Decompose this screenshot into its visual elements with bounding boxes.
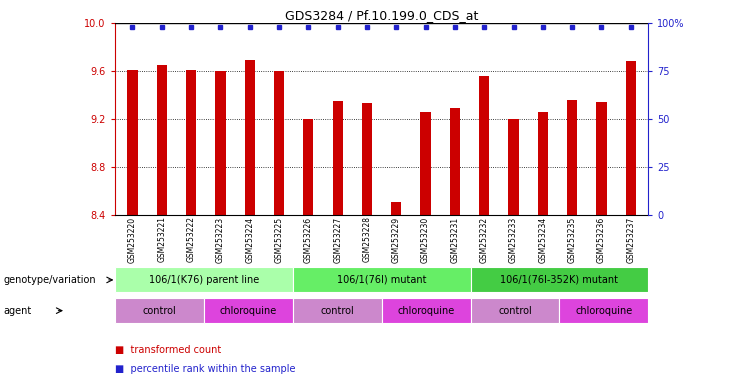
Bar	[293, 298, 382, 323]
Bar	[333, 101, 343, 215]
Bar	[127, 70, 138, 215]
Bar	[293, 268, 471, 292]
Bar	[559, 298, 648, 323]
Bar	[382, 298, 471, 323]
Text: chloroquine: chloroquine	[397, 306, 455, 316]
Text: ■  percentile rank within the sample: ■ percentile rank within the sample	[115, 364, 296, 374]
Text: 106/1(K76) parent line: 106/1(K76) parent line	[149, 275, 259, 285]
Bar	[391, 202, 402, 215]
Text: control: control	[320, 306, 354, 316]
Bar	[156, 65, 167, 215]
Bar	[471, 268, 648, 292]
Bar	[274, 71, 284, 215]
Bar	[597, 102, 607, 215]
Bar	[479, 76, 489, 215]
Text: chloroquine: chloroquine	[575, 306, 633, 316]
Bar	[245, 60, 255, 215]
Bar	[215, 71, 225, 215]
Text: genotype/variation: genotype/variation	[4, 275, 96, 285]
Text: control: control	[142, 306, 176, 316]
Bar	[471, 298, 559, 323]
Title: GDS3284 / Pf.10.199.0_CDS_at: GDS3284 / Pf.10.199.0_CDS_at	[285, 9, 478, 22]
Text: 106/1(76I-352K) mutant: 106/1(76I-352K) mutant	[500, 275, 619, 285]
Text: control: control	[498, 306, 532, 316]
Bar	[303, 119, 313, 215]
Bar	[115, 298, 204, 323]
Bar	[186, 70, 196, 215]
Bar	[625, 61, 636, 215]
Bar	[450, 108, 460, 215]
Text: ■  transformed count: ■ transformed count	[115, 345, 221, 355]
Text: 106/1(76I) mutant: 106/1(76I) mutant	[337, 275, 426, 285]
Bar	[420, 112, 431, 215]
Text: chloroquine: chloroquine	[219, 306, 277, 316]
Text: agent: agent	[4, 306, 32, 316]
Bar	[508, 119, 519, 215]
Bar	[204, 298, 293, 323]
Bar	[115, 268, 293, 292]
Bar	[538, 112, 548, 215]
Bar	[567, 100, 577, 215]
Bar	[362, 103, 372, 215]
